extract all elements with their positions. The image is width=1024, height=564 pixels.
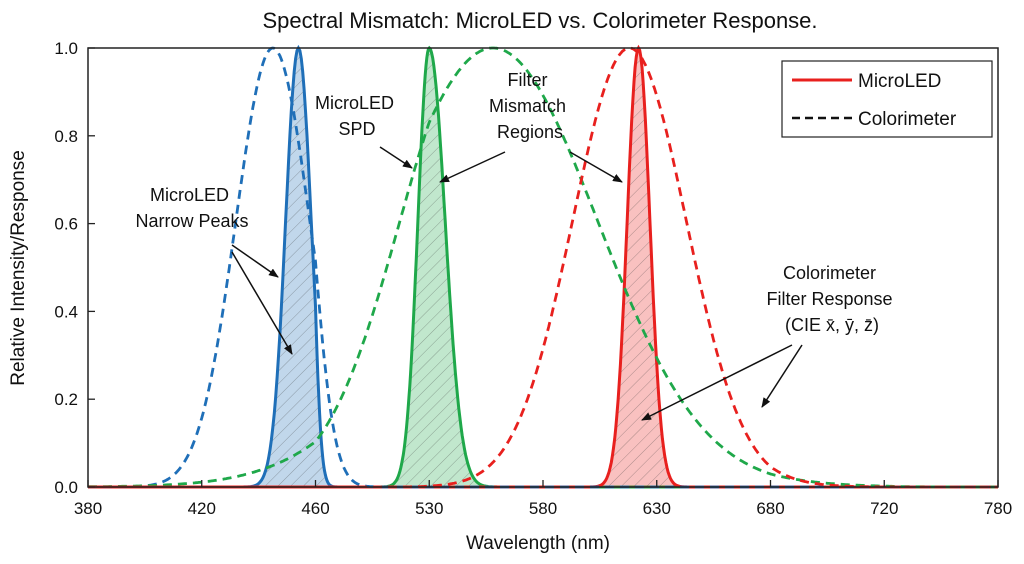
x-tick-label: 580	[529, 499, 557, 518]
arrow-mismatch-2	[569, 151, 623, 183]
y-axis-label: Relative Intensity/Response	[8, 150, 29, 386]
annotations: MicroLED Narrow Peaks MicroLED SPD Filte…	[135, 70, 897, 421]
y-tick-label: 0.6	[54, 215, 78, 234]
x-axis-label: Wavelength (nm)	[466, 533, 610, 554]
colorimeter-curve-4	[87, 46, 998, 489]
annotation-spd: MicroLED SPD	[315, 93, 399, 139]
x-tick-label: 720	[870, 499, 898, 518]
annotation-mismatch: Filter Mismatch Regions	[489, 70, 571, 142]
x-tick-label: 530	[415, 499, 443, 518]
x-tick-label: 460	[301, 499, 329, 518]
arrow-narrow-peaks-1	[231, 244, 279, 278]
y-tick-label: 0.0	[54, 478, 78, 497]
legend-label-colorimeter: Colorimeter	[858, 109, 957, 130]
arrow-mismatch-1	[439, 151, 506, 183]
legend-label-microled: MicroLED	[858, 71, 941, 92]
legend-box	[781, 60, 993, 138]
x-axis: 380 420 460 530 580 630 680 720 780	[74, 480, 1012, 518]
arrow-filter-response-2	[761, 344, 803, 408]
legend: MicroLED Colorimeter	[781, 60, 993, 138]
x-tick-label: 630	[643, 499, 671, 518]
y-tick-label: 0.2	[54, 390, 78, 409]
y-axis: 0.0 0.2 0.4 0.6 0.8 1.0	[54, 39, 95, 497]
x-tick-label: 420	[188, 499, 216, 518]
x-tick-label: 380	[74, 499, 102, 518]
y-tick-label: 0.8	[54, 127, 78, 146]
microled-peak-0-hatch	[88, 48, 998, 487]
arrow-narrow-peaks-2	[231, 251, 293, 355]
arrow-filter-response-1	[641, 344, 793, 421]
y-tick-label: 1.0	[54, 39, 78, 58]
annotation-narrow-peaks: MicroLED Narrow Peaks	[135, 185, 248, 231]
y-tick-label: 0.4	[54, 302, 78, 321]
chart-title: Spectral Mismatch: MicroLED vs. Colorime…	[262, 8, 817, 33]
arrow-spd	[379, 146, 413, 169]
annotation-filter-response: Colorimeter Filter Response (CIE x̄, ȳ, …	[766, 263, 897, 335]
x-tick-label: 680	[756, 499, 784, 518]
x-tick-label: 780	[984, 499, 1012, 518]
